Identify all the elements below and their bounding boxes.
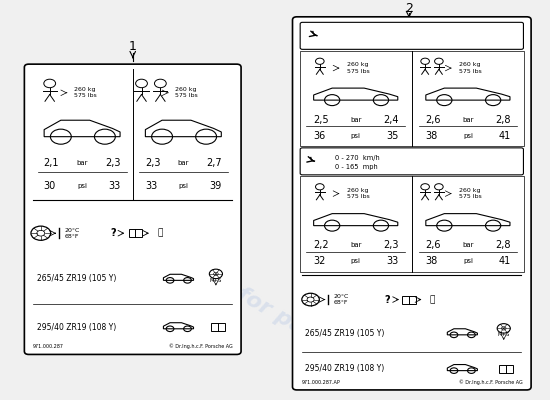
Text: 30: 30 bbox=[43, 180, 56, 190]
Text: 295/40 ZR19 (108 Y): 295/40 ZR19 (108 Y) bbox=[37, 322, 116, 332]
Text: 36: 36 bbox=[313, 131, 326, 141]
Text: europ: europ bbox=[112, 184, 241, 281]
Text: ?: ? bbox=[384, 294, 390, 304]
Text: 2,3: 2,3 bbox=[145, 158, 161, 168]
Text: 41: 41 bbox=[498, 131, 510, 141]
Text: 33: 33 bbox=[386, 256, 398, 266]
Text: 0 - 165  mph: 0 - 165 mph bbox=[335, 164, 378, 170]
Text: bar: bar bbox=[462, 242, 474, 248]
Text: 2,6: 2,6 bbox=[425, 114, 441, 124]
Text: bar: bar bbox=[350, 116, 361, 122]
Text: psi: psi bbox=[178, 182, 188, 188]
Text: psi: psi bbox=[463, 133, 473, 139]
Text: 32: 32 bbox=[313, 256, 326, 266]
Text: 33: 33 bbox=[145, 180, 157, 190]
Text: 2,8: 2,8 bbox=[495, 240, 510, 250]
Text: 2,4: 2,4 bbox=[383, 114, 398, 124]
Text: 265/45 ZR19 (105 Y): 265/45 ZR19 (105 Y) bbox=[37, 274, 117, 283]
Text: psi: psi bbox=[77, 182, 87, 188]
Text: 2,1: 2,1 bbox=[43, 158, 59, 168]
Text: psi: psi bbox=[351, 258, 361, 264]
Text: 33: 33 bbox=[108, 180, 120, 190]
Text: 2,2: 2,2 bbox=[313, 240, 329, 250]
Text: 2,3: 2,3 bbox=[105, 158, 120, 168]
Text: ?: ? bbox=[111, 228, 117, 238]
Text: 41: 41 bbox=[498, 256, 510, 266]
Text: 971.000.287.AP: 971.000.287.AP bbox=[301, 380, 340, 384]
Text: ⛽: ⛽ bbox=[157, 229, 163, 238]
Text: 265/45 ZR19 (105 Y): 265/45 ZR19 (105 Y) bbox=[305, 329, 384, 338]
Text: bar: bar bbox=[178, 160, 189, 166]
Text: 2,7: 2,7 bbox=[206, 158, 222, 168]
Text: 38: 38 bbox=[425, 131, 437, 141]
Text: 0 - 270  km/h: 0 - 270 km/h bbox=[335, 155, 380, 161]
Text: 2,5: 2,5 bbox=[313, 114, 329, 124]
Text: psi: psi bbox=[463, 258, 473, 264]
Text: bar: bar bbox=[350, 242, 361, 248]
FancyBboxPatch shape bbox=[24, 64, 241, 354]
Text: bar: bar bbox=[462, 116, 474, 122]
Text: 971.000.287: 971.000.287 bbox=[33, 344, 64, 349]
Text: M+S: M+S bbox=[210, 278, 222, 283]
Text: 38: 38 bbox=[425, 256, 437, 266]
Text: 20°C
68°F: 20°C 68°F bbox=[333, 294, 349, 305]
Text: 295/40 ZR19 (108 Y): 295/40 ZR19 (108 Y) bbox=[305, 364, 384, 373]
Text: © Dr.Ing.h.c.F. Porsche AG: © Dr.Ing.h.c.F. Porsche AG bbox=[459, 379, 522, 385]
Text: a passion for parts: a passion for parts bbox=[124, 220, 338, 356]
Text: psi: psi bbox=[351, 133, 361, 139]
Text: 260 kg
575 lbs: 260 kg 575 lbs bbox=[346, 62, 370, 74]
Text: ⛽: ⛽ bbox=[430, 295, 435, 304]
Text: 2,3: 2,3 bbox=[383, 240, 398, 250]
Text: 260 kg
575 lbs: 260 kg 575 lbs bbox=[175, 87, 198, 98]
Text: 260 kg
575 lbs: 260 kg 575 lbs bbox=[346, 188, 370, 199]
Text: 2: 2 bbox=[405, 2, 413, 16]
Text: 260 kg
575 lbs: 260 kg 575 lbs bbox=[459, 188, 482, 199]
Text: 35: 35 bbox=[386, 131, 398, 141]
Text: bar: bar bbox=[76, 160, 88, 166]
Text: 260 kg
575 lbs: 260 kg 575 lbs bbox=[459, 62, 482, 74]
Text: 260 kg
575 lbs: 260 kg 575 lbs bbox=[74, 87, 97, 98]
Text: © Dr.Ing.h.c.F. Porsche AG: © Dr.Ing.h.c.F. Porsche AG bbox=[168, 344, 232, 349]
Text: M+S: M+S bbox=[498, 332, 510, 337]
Text: 2,6: 2,6 bbox=[425, 240, 441, 250]
FancyBboxPatch shape bbox=[293, 17, 531, 390]
Text: 1: 1 bbox=[129, 40, 136, 53]
Text: 39: 39 bbox=[210, 180, 222, 190]
Text: 20°C
68°F: 20°C 68°F bbox=[64, 228, 80, 239]
Text: 2,8: 2,8 bbox=[495, 114, 510, 124]
